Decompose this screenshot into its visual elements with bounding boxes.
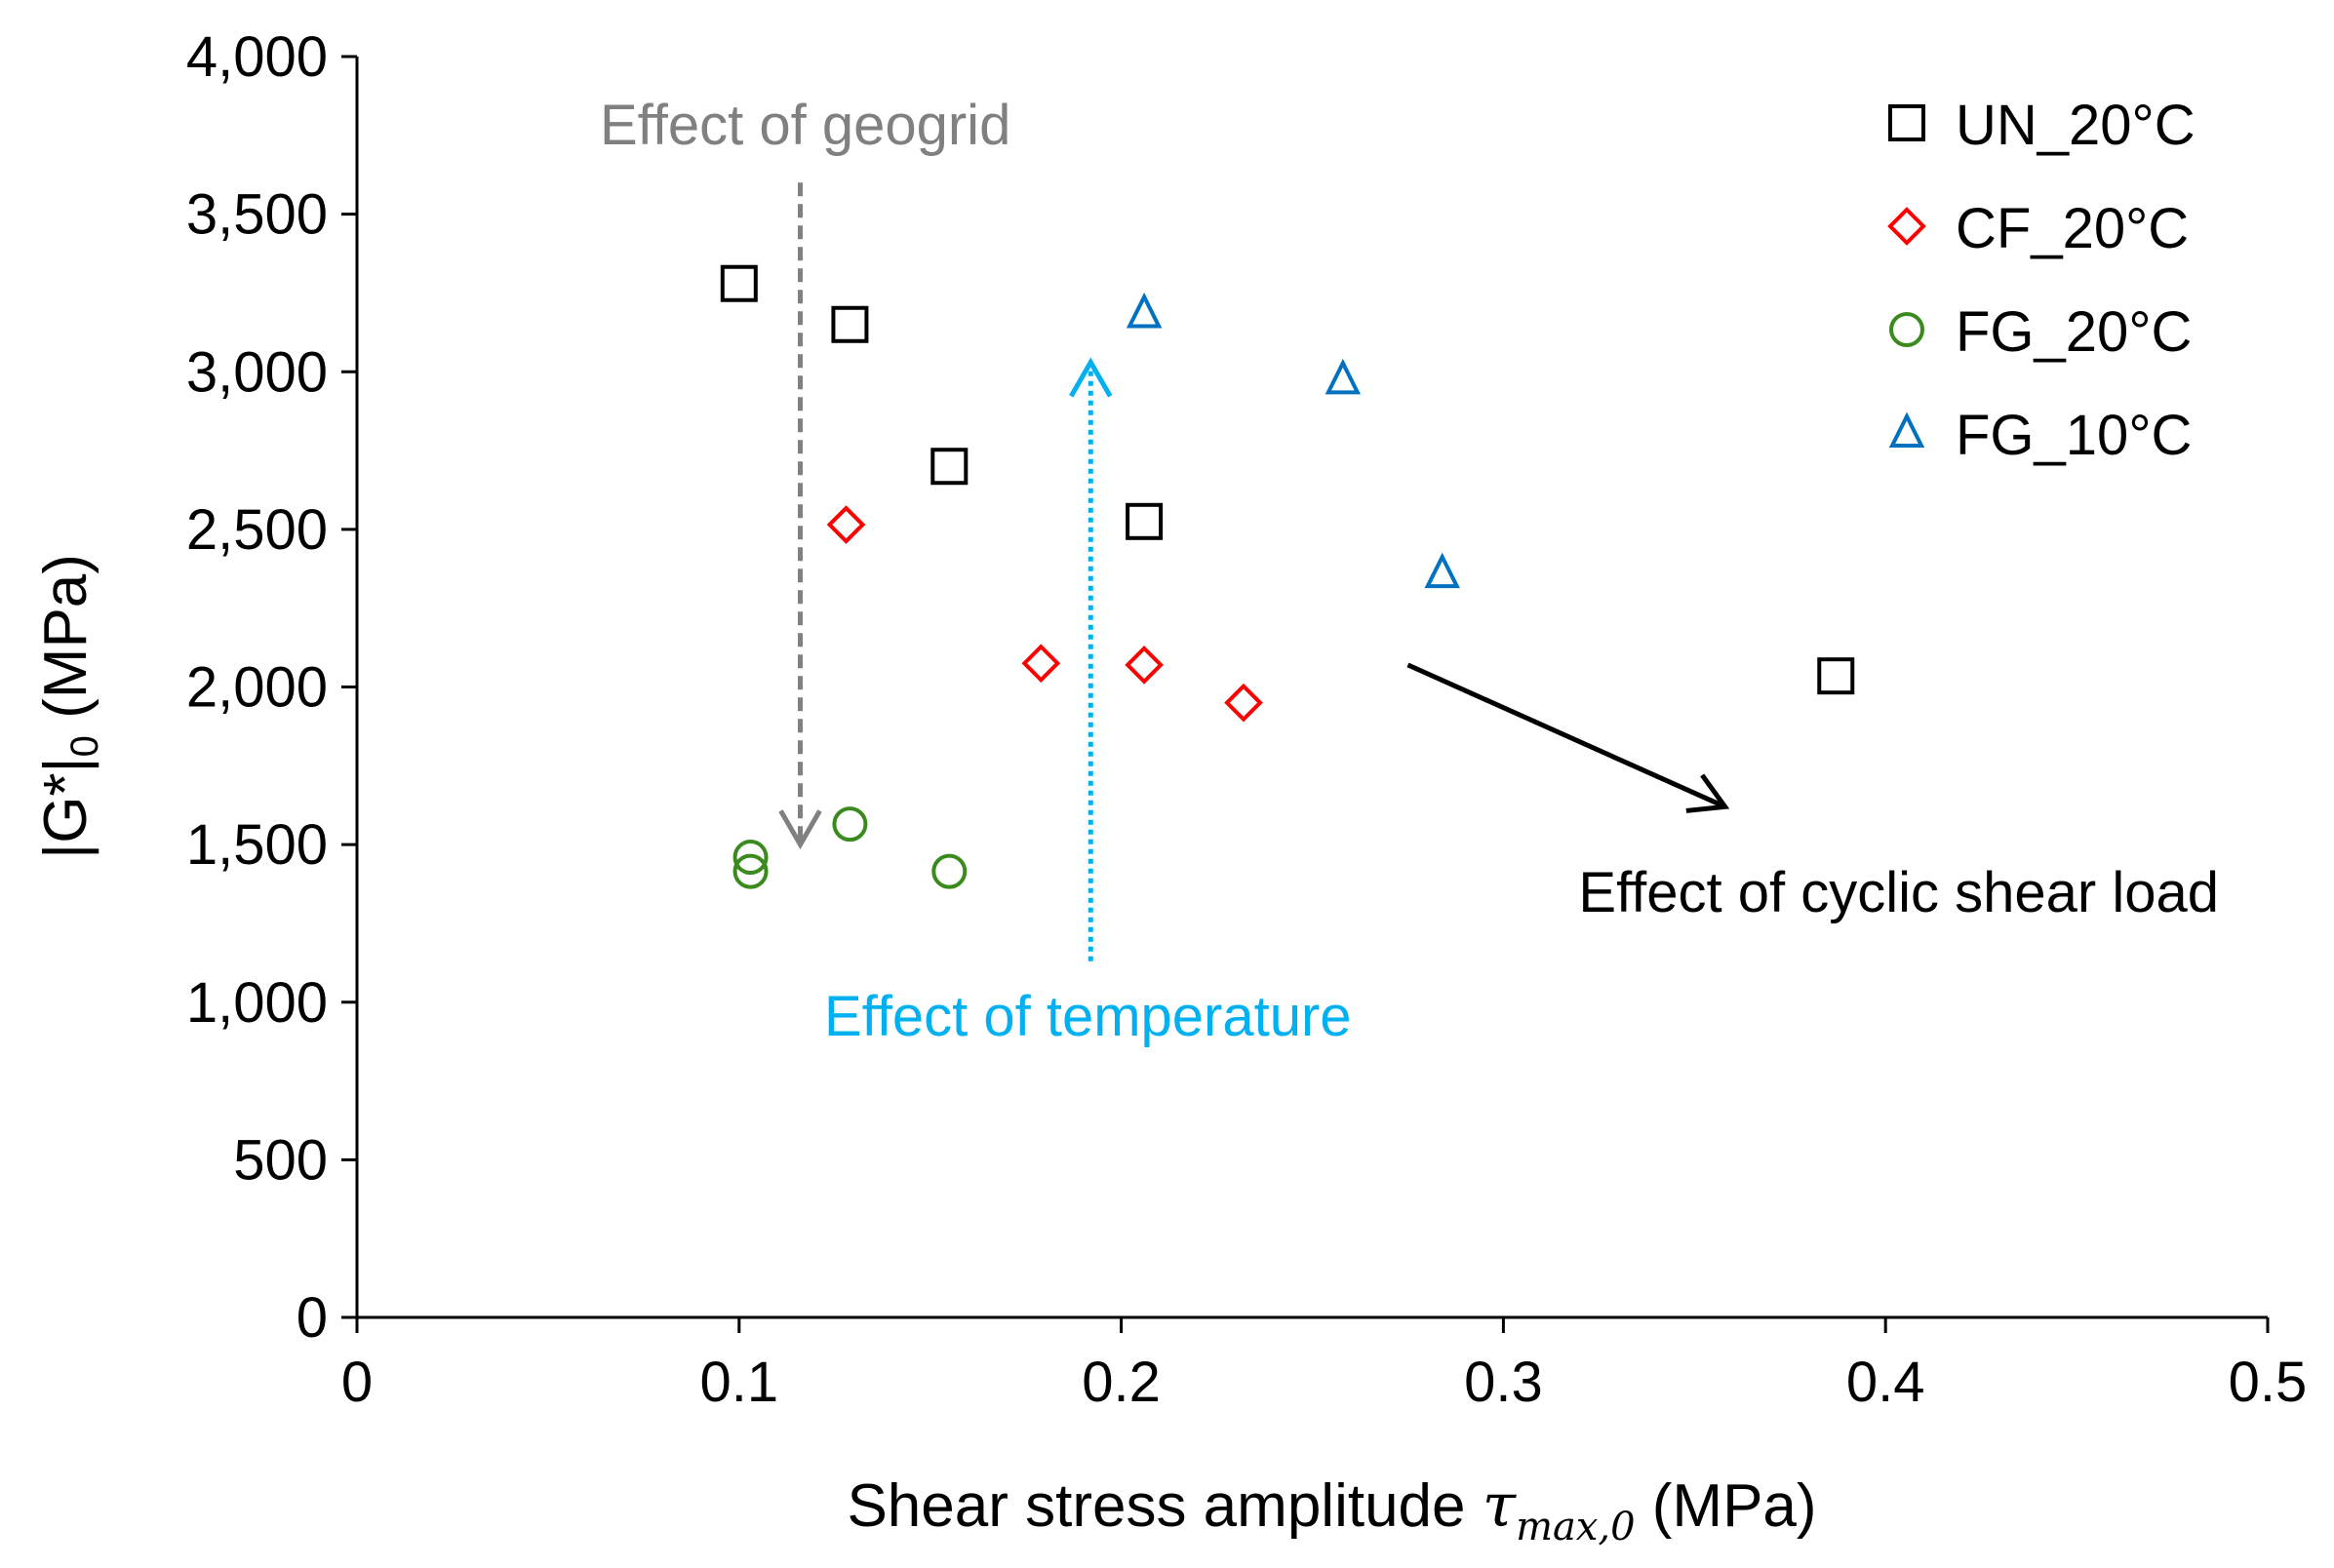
legend-marker-triangle: [1888, 412, 1925, 448]
legend: UN_20°C CF_20°C FG_20°C FG_10°C: [1887, 94, 2196, 467]
y-tick-label: 500: [233, 1128, 328, 1192]
data-point-triangle: [1325, 358, 1362, 395]
y-tick-label: 1,000: [186, 971, 328, 1035]
data-point-circle: [732, 853, 769, 889]
legend-marker-circle: [1889, 312, 1924, 347]
x-axis-title: Shear stress amplitude τmax,0 (MPa): [847, 1470, 1816, 1549]
data-point-square: [930, 448, 969, 486]
data-point-square: [1126, 502, 1164, 540]
x-tick-label: 0.1: [699, 1351, 778, 1414]
legend-marker-square: [1888, 104, 1925, 141]
data-points: [720, 264, 1855, 889]
x-tick-label: 0.2: [1082, 1351, 1161, 1414]
annotation-label: Effect of geogrid: [600, 94, 1010, 157]
y-tick-label: 2,000: [186, 656, 328, 720]
data-point-diamond: [1125, 646, 1164, 685]
y-tick-label: 1,500: [186, 813, 328, 877]
y-tick-label: 4,000: [186, 25, 328, 89]
legend-label: FG_20°C: [1956, 300, 2192, 364]
data-point-circle: [931, 853, 968, 889]
y-axis-title: |G*|0 (MPa): [32, 554, 106, 859]
data-point-circle: [832, 806, 868, 843]
data-point-diamond: [1021, 644, 1061, 684]
data-point-square: [1817, 657, 1855, 695]
legend-marker-diamond: [1887, 207, 1926, 246]
data-point-circle: [732, 840, 769, 876]
annotation-label: Effect of temperature: [824, 985, 1352, 1048]
data-point-diamond: [826, 505, 866, 544]
legend-label: CF_20°C: [1956, 197, 2189, 260]
data-point-triangle: [1126, 292, 1163, 329]
data-point-diamond: [1224, 683, 1263, 723]
annotation-arrow-line: [1406, 662, 1726, 809]
data-point-square: [831, 305, 869, 343]
data-point-square: [720, 264, 758, 302]
x-tick-label: 0.3: [1464, 1351, 1543, 1414]
y-tick-label: 0: [297, 1286, 328, 1350]
x-tick-label: 0: [341, 1351, 373, 1414]
annotation-label: Effect of cyclic shear load: [1578, 861, 2219, 924]
axis-titles: Shear stress amplitude τmax,0 (MPa) |G*|0…: [32, 554, 1817, 1549]
annotations: Effect of geogrid Effect of temperature Ef…: [600, 94, 2219, 1048]
legend-label: FG_10°C: [1956, 404, 2192, 467]
data-point-triangle: [1424, 552, 1460, 589]
annotation-arrow-head: [778, 809, 822, 850]
y-tick-label: 3,500: [186, 183, 328, 247]
x-tick-label: 0.5: [2229, 1351, 2308, 1414]
x-tick-label: 0.4: [1846, 1351, 1925, 1414]
annotation-arrow-head: [1685, 773, 1730, 813]
annotation-arrow-head: [1069, 357, 1113, 398]
legend-label: UN_20°C: [1956, 94, 2196, 157]
axes: 0 500 1,000 1,500 2,000 2,500 3,000 3,500 4,000 0…: [186, 25, 2307, 1414]
y-tick-label: 3,000: [186, 340, 328, 404]
y-tick-label: 2,500: [186, 498, 328, 562]
